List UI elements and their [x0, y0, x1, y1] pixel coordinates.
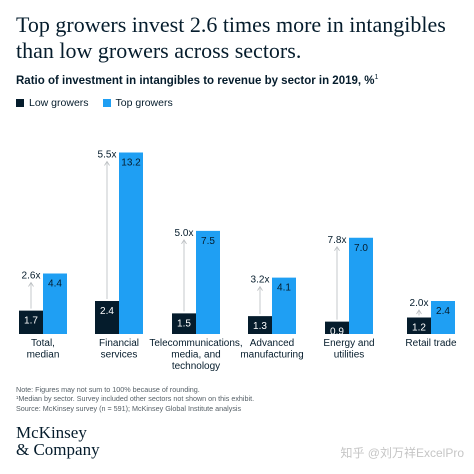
category-label: Advanced — [250, 338, 294, 349]
logo-line-1: McKinsey — [16, 423, 87, 442]
legend: Low growers Top growers — [16, 97, 173, 109]
legend-label-low-growers: Low growers — [29, 97, 89, 109]
multiplier-arrow — [257, 285, 263, 291]
logo-line-2: & Company — [16, 440, 100, 459]
category-label: median — [27, 350, 60, 361]
bar-top-growers — [196, 230, 220, 334]
note-rounding: Note: Figures may not sum to 100% becaus… — [16, 385, 200, 394]
multiplier-label: 5.5x — [98, 150, 117, 161]
value-label-top-growers: 2.4 — [436, 306, 450, 317]
multiplier-arrow — [181, 239, 187, 245]
value-label-low-growers: 0.9 — [330, 327, 344, 338]
category-label: Energy and — [323, 338, 374, 349]
category-label: services — [101, 350, 138, 361]
multiplier-arrow — [334, 245, 340, 251]
bar-chart: 1.7 4.4 2.6x Total,median 2.4 13.2 5.5x Financi… — [19, 150, 457, 372]
legend-item-top-growers: Top growers — [102, 97, 173, 109]
multiplier-label: 5.0x — [175, 228, 194, 239]
category-label: manufacturing — [240, 350, 303, 361]
multiplier-label: 2.6x — [22, 271, 41, 282]
legend-swatch-top-growers — [102, 99, 111, 107]
bar-top-growers — [272, 277, 296, 334]
value-label-top-growers: 13.2 — [121, 158, 141, 169]
note-source: Source: McKinsey survey (n = 591); McKin… — [16, 403, 242, 413]
multiplier-arrow — [416, 309, 422, 315]
bar-top-growers — [43, 273, 67, 334]
bar-low-growers — [325, 321, 349, 334]
value-label-low-growers: 1.3 — [253, 321, 267, 332]
category-label: Financial — [99, 338, 139, 349]
bar-low-growers — [95, 301, 119, 334]
mckinsey-logo: McKinsey & Company — [16, 424, 100, 458]
multiplier-label: 3.2x — [251, 275, 270, 286]
category-label: Retail trade — [405, 338, 457, 349]
value-label-low-growers: 1.2 — [412, 323, 426, 334]
multiplier-label: 7.8x — [328, 235, 347, 246]
note-median: ¹Median by sector. Survey included other… — [16, 394, 255, 404]
value-label-top-growers: 7.0 — [354, 243, 368, 254]
chart-title: Ratio of investment in intangibles to re… — [16, 74, 379, 87]
multiplier-arrow — [104, 160, 110, 166]
category-label: Total, — [31, 338, 55, 349]
bar-low-growers — [407, 317, 431, 334]
value-label-low-growers: 1.7 — [24, 316, 38, 327]
category-label: utilities — [334, 350, 365, 361]
bar-top-growers — [349, 237, 373, 334]
legend-item-low-growers: Low growers — [16, 97, 89, 109]
multiplier-label: 2.0x — [410, 298, 429, 309]
bar-low-growers — [19, 310, 43, 334]
multiplier-arrow — [28, 281, 34, 287]
legend-label-top-growers: Top growers — [115, 97, 173, 109]
category-label: technology — [172, 361, 220, 372]
bar-top-growers — [431, 301, 455, 334]
footnotes: Note: Figures may not sum to 100% becaus… — [16, 385, 466, 413]
category-label: media, and — [171, 350, 220, 361]
value-label-top-growers: 7.5 — [201, 236, 215, 247]
value-label-low-growers: 1.5 — [177, 318, 191, 329]
value-label-top-growers: 4.4 — [48, 279, 62, 290]
value-label-top-growers: 4.1 — [277, 283, 291, 294]
legend-swatch-low-growers — [16, 99, 24, 107]
bar-low-growers — [248, 316, 272, 334]
headline: Top growers invest 2.6 times more in int… — [16, 12, 446, 63]
bar-low-growers — [172, 313, 196, 334]
value-label-low-growers: 2.4 — [100, 306, 114, 317]
category-label: Telecommunications, — [149, 338, 242, 349]
bar-top-growers — [119, 152, 143, 334]
watermark: 知乎 @刘万祥ExcelPro — [340, 446, 464, 460]
